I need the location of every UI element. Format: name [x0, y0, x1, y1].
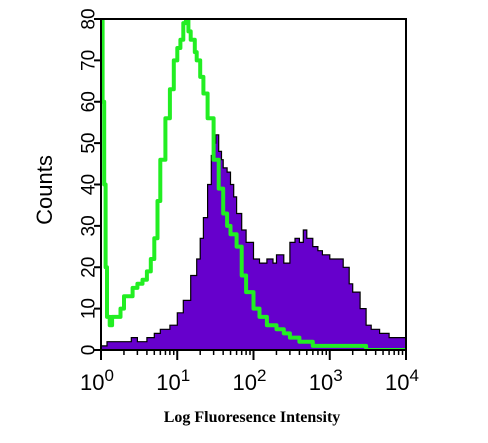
y-axis-title: Counts	[32, 155, 57, 225]
y-tick-label: 40	[79, 174, 100, 195]
y-tick-label: 70	[79, 50, 100, 71]
x-axis: 100 101 102 103 104	[80, 350, 419, 395]
y-tick-label: 50	[79, 133, 100, 154]
y-tick-label: 10	[79, 298, 100, 319]
y-tick-label: 0	[79, 345, 100, 356]
y-tick-label: 60	[79, 91, 100, 112]
y-tick-label: 30	[79, 215, 100, 236]
x-axis-title: Log Fluoresence Intensity	[164, 409, 341, 426]
x-tick-label: 104	[385, 366, 419, 395]
y-tick-label: 20	[79, 257, 100, 278]
series-filled-histogram	[101, 134, 406, 350]
x-tick-label: 100	[80, 366, 114, 395]
y-tick-label: 80	[79, 8, 100, 29]
x-tick-label: 103	[309, 366, 343, 395]
y-axis: 0 10 20 30 40 50 60 70 80	[79, 8, 101, 356]
series-line-histogram	[101, 19, 406, 350]
x-tick-label: 101	[156, 366, 190, 395]
x-tick-label: 102	[233, 366, 267, 395]
